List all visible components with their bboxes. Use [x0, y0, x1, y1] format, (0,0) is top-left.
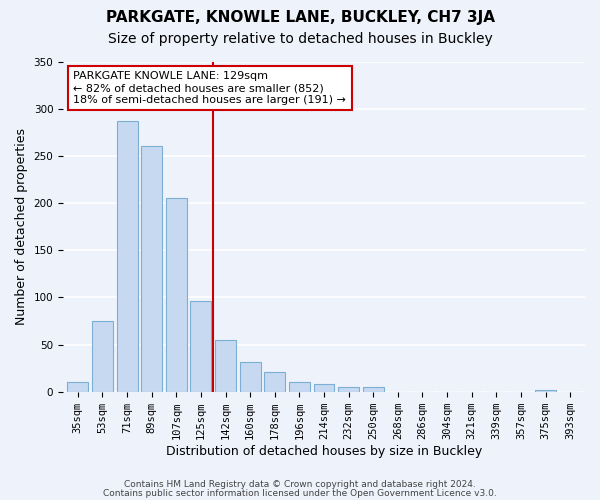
Bar — [116, 121, 137, 392]
Bar — [141, 146, 162, 392]
Text: Contains HM Land Registry data © Crown copyright and database right 2024.: Contains HM Land Registry data © Crown c… — [124, 480, 476, 489]
Bar — [166, 198, 187, 392]
Bar — [338, 387, 359, 392]
Bar — [67, 382, 88, 392]
X-axis label: Distribution of detached houses by size in Buckley: Distribution of detached houses by size … — [166, 444, 482, 458]
Bar — [239, 362, 260, 392]
Text: PARKGATE KNOWLE LANE: 129sqm
← 82% of detached houses are smaller (852)
18% of s: PARKGATE KNOWLE LANE: 129sqm ← 82% of de… — [73, 72, 346, 104]
Bar — [190, 301, 211, 392]
Bar — [363, 387, 384, 392]
Bar — [215, 340, 236, 392]
Y-axis label: Number of detached properties: Number of detached properties — [15, 128, 28, 325]
Bar — [92, 321, 113, 392]
Bar — [314, 384, 334, 392]
Text: Contains public sector information licensed under the Open Government Licence v3: Contains public sector information licen… — [103, 489, 497, 498]
Bar — [289, 382, 310, 392]
Bar — [535, 390, 556, 392]
Text: Size of property relative to detached houses in Buckley: Size of property relative to detached ho… — [107, 32, 493, 46]
Text: PARKGATE, KNOWLE LANE, BUCKLEY, CH7 3JA: PARKGATE, KNOWLE LANE, BUCKLEY, CH7 3JA — [106, 10, 494, 25]
Bar — [265, 372, 285, 392]
